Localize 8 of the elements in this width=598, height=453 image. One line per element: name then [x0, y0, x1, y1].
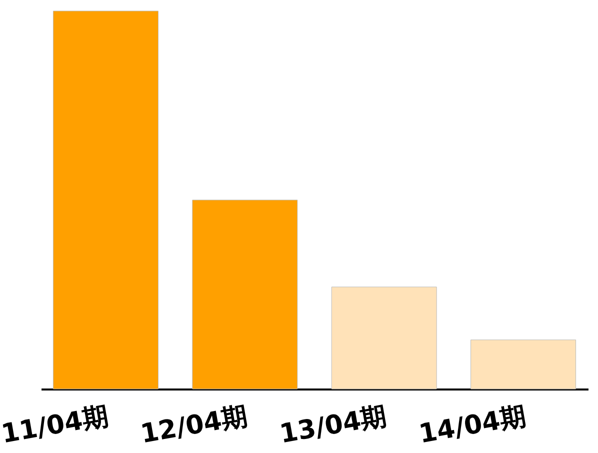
bar	[52, 10, 158, 390]
x-tick-label: 13/04期	[278, 402, 389, 450]
x-tick-label: 14/04期	[416, 402, 528, 450]
x-tick-label: 12/04期	[138, 402, 250, 450]
x-tick-label: 11/04期	[0, 402, 111, 450]
bar	[470, 340, 576, 390]
bar	[192, 200, 298, 390]
bar	[331, 286, 437, 390]
